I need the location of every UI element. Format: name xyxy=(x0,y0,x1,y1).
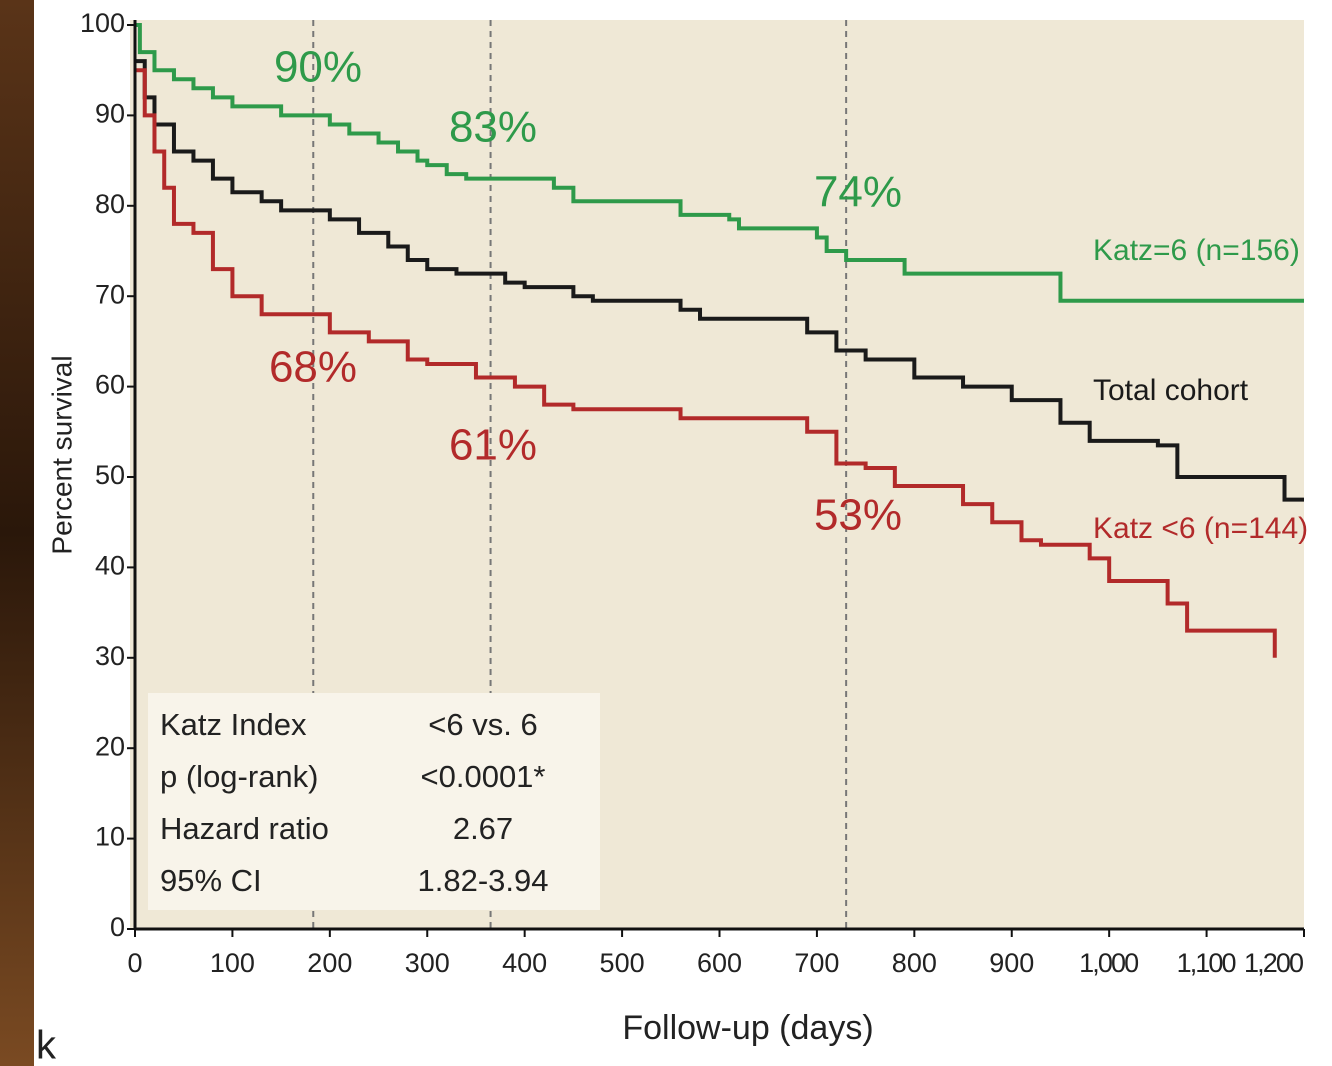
annotation: 68% xyxy=(269,343,357,392)
annotation: 53% xyxy=(814,491,902,540)
stats-label: Hazard ratio xyxy=(160,811,329,846)
series-label: Total cohort xyxy=(1093,374,1249,407)
x-tick-label: 0 xyxy=(127,948,142,978)
y-tick-label: 70 xyxy=(95,279,125,309)
x-tick-label: 700 xyxy=(794,948,839,978)
x-tick-label: 900 xyxy=(989,948,1034,978)
x-tick-label: 500 xyxy=(600,948,645,978)
stats-label: p (log-rank) xyxy=(160,759,319,794)
x-tick-label: 400 xyxy=(502,948,547,978)
y-tick-label: 100 xyxy=(80,8,125,38)
series-label: Katz=6 (n=156) xyxy=(1093,234,1300,267)
annotation: 74% xyxy=(814,168,902,217)
x-tick-label: 800 xyxy=(892,948,937,978)
x-axis-title: Follow-up (days) xyxy=(622,1009,873,1047)
y-tick-label: 50 xyxy=(95,460,125,490)
y-tick-label: 80 xyxy=(95,189,125,219)
chart: k Follow-up (days) Percent survival Katz… xyxy=(0,0,1332,1066)
x-tick-label: 200 xyxy=(307,948,352,978)
y-tick-label: 0 xyxy=(110,912,125,942)
side-text: k xyxy=(36,1024,57,1066)
x-tick-label: 1,200 xyxy=(1244,948,1304,978)
x-tick-label: 1,100 xyxy=(1177,948,1237,978)
x-tick-label: 600 xyxy=(697,948,742,978)
stats-label: Katz Index xyxy=(160,707,307,742)
stats-value: <6 vs. 6 xyxy=(428,707,537,742)
x-tick-label: 300 xyxy=(405,948,450,978)
stats-value: <0.0001* xyxy=(421,759,546,794)
y-tick-label: 30 xyxy=(95,641,125,671)
side-strip xyxy=(0,0,34,1066)
y-tick-label: 60 xyxy=(95,370,125,400)
y-tick-label: 90 xyxy=(95,99,125,129)
y-tick-label: 40 xyxy=(95,551,125,581)
annotation: 61% xyxy=(449,421,537,470)
stats-value: 1.82-3.94 xyxy=(418,863,549,898)
stats-value: 2.67 xyxy=(453,811,513,846)
y-axis-title: Percent survival xyxy=(46,355,77,554)
annotation: 90% xyxy=(274,43,362,92)
annotation: 83% xyxy=(449,103,537,152)
series-label: Katz <6 (n=144) xyxy=(1093,512,1308,545)
y-tick-label: 20 xyxy=(95,731,125,761)
x-tick-label: 100 xyxy=(210,948,255,978)
x-tick-label: 1,000 xyxy=(1079,948,1139,978)
y-tick-label: 10 xyxy=(95,822,125,852)
stats-label: 95% CI xyxy=(160,863,262,898)
